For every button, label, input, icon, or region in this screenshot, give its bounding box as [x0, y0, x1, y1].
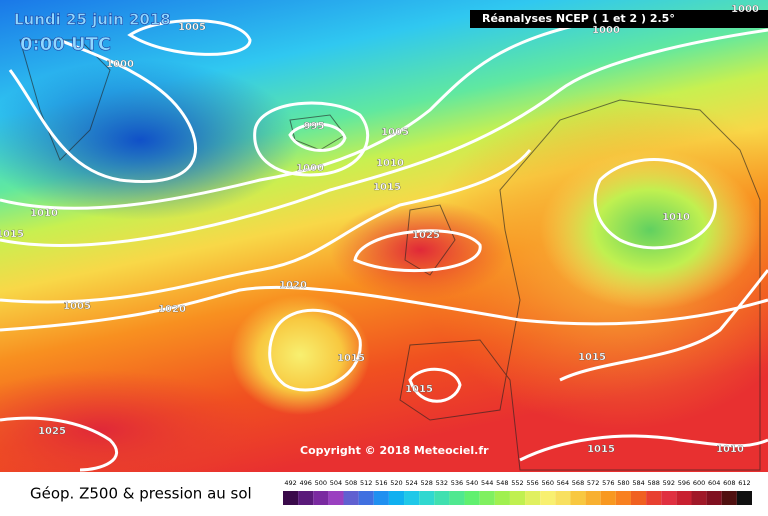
isobar-label: 1000: [592, 25, 620, 36]
colorbar-swatch: [464, 491, 480, 505]
colorbar-swatch: [646, 491, 662, 505]
isobar-labels: 1005 1000 995 1000 1005 1010 1015 1010 1015 1025 1…: [0, 4, 759, 455]
colorbar-swatch: [676, 491, 692, 505]
isobar-label: 1000: [296, 163, 324, 174]
colorbar-swatch: [525, 491, 541, 505]
isobar-label: 1015: [373, 182, 401, 193]
colorbar-swatch: [388, 491, 405, 505]
isobar-label: 995: [304, 121, 325, 132]
colorbar-label: 572: [587, 479, 599, 487]
colorbar-swatch: [434, 491, 450, 505]
colorbar-swatch: [555, 491, 571, 505]
colorbar-label: 596: [678, 479, 690, 487]
colorbar-swatch: [313, 491, 329, 505]
colorbar-label: 532: [436, 479, 448, 487]
isobar-label: 1025: [38, 426, 66, 437]
colorbar-label: 508: [345, 479, 357, 487]
colorbar-label: 608: [723, 479, 735, 487]
isobar-label: 1025: [412, 230, 440, 241]
colorbar-label: 500: [315, 479, 327, 487]
colorbar-label: 604: [708, 479, 720, 487]
colorbar-swatch: [661, 491, 677, 505]
colorbar-swatch: [540, 491, 556, 505]
colorbar-label: 512: [360, 479, 372, 487]
colorbar-label: 560: [542, 479, 554, 487]
isobar-label: 1020: [279, 280, 307, 291]
colorbar-label: 528: [421, 479, 433, 487]
isobar-label: 1010: [716, 444, 744, 455]
colorbar-label: 592: [663, 479, 675, 487]
colorbar-label: 552: [511, 479, 523, 487]
colorbar-label: 492: [284, 479, 296, 487]
colorbar-label: 548: [496, 479, 508, 487]
colorbar-label: 584: [632, 479, 644, 487]
colorbar-swatch: [509, 491, 526, 505]
colorbar-swatch: [585, 491, 601, 505]
isobar-label: 1015: [0, 229, 24, 240]
colorbar-label: 504: [330, 479, 342, 487]
colorbar-swatch: [283, 491, 299, 505]
colorbar-swatch: [404, 491, 420, 505]
isobar-label: 1010: [376, 158, 404, 169]
colorbar: 492 496 500 504 508 512 516 520 524 528 532 536 540 5…: [283, 479, 752, 505]
source-box: [470, 10, 768, 28]
colorbar-swatch: [419, 491, 435, 505]
colorbar-label: 568: [572, 479, 584, 487]
colorbar-swatch: [570, 491, 586, 505]
isobar-label: 1015: [578, 352, 606, 363]
colorbar-swatch: [706, 491, 722, 505]
colorbar-swatch: [298, 491, 314, 505]
colorbar-swatch: [449, 491, 465, 505]
colorbar-swatch: [630, 491, 647, 505]
colorbar-label: 600: [693, 479, 705, 487]
colorbar-swatch: [721, 491, 737, 505]
isobar-label: 1015: [587, 444, 615, 455]
colorbar-swatch: [343, 491, 359, 505]
isobar-label: 1010: [662, 212, 690, 223]
colorbar-label: 580: [617, 479, 629, 487]
colorbar-label: 524: [405, 479, 417, 487]
colorbar-label: 564: [557, 479, 569, 487]
colorbar-label: 540: [466, 479, 478, 487]
isobar-label: 1005: [381, 127, 409, 138]
colorbar-label: 516: [375, 479, 387, 487]
isobar-label: 1015: [405, 384, 433, 395]
colorbar-label: 588: [647, 479, 659, 487]
colorbar-label: 536: [451, 479, 463, 487]
time-label: 0:00 UTC: [20, 34, 111, 55]
coastlines: [19, 39, 761, 471]
isobar-label: 1005: [178, 22, 206, 33]
isobar-label: 1010: [30, 208, 58, 219]
height-fields: [0, 60, 768, 490]
colorbar-swatch: [373, 491, 389, 505]
colorbar-swatch: [479, 491, 495, 505]
footer-title: Géop. Z500 & pression au sol: [30, 485, 252, 503]
isobar-label: 1020: [158, 304, 186, 315]
colorbar-swatch: [691, 491, 707, 505]
colorbar-label: 576: [602, 479, 614, 487]
colorbar-swatch: [600, 491, 616, 505]
isobar-label: 1000: [731, 4, 759, 15]
colorbar-swatch: [736, 491, 752, 505]
date-label: Lundi 25 juin 2018: [14, 11, 171, 29]
colorbar-label: 496: [299, 479, 311, 487]
isobar-label: 1000: [106, 59, 134, 70]
colorbar-swatch: [328, 491, 344, 505]
colorbar-label: 520: [390, 479, 402, 487]
copyright: Copyright © 2018 Meteociel.fr: [300, 444, 489, 457]
colorbar-swatch: [494, 491, 510, 505]
isobars: [0, 18, 768, 472]
isobar-label: 1015: [337, 353, 365, 364]
colorbar-swatch: [615, 491, 631, 505]
colorbar-label: 612: [738, 479, 750, 487]
colorbar-label: 544: [481, 479, 493, 487]
source-label: Réanalyses NCEP ( 1 et 2 ) 2.5°: [482, 12, 675, 25]
isobar-label: 1005: [63, 301, 91, 312]
colorbar-swatch: [358, 491, 374, 505]
colorbar-label: 556: [526, 479, 538, 487]
